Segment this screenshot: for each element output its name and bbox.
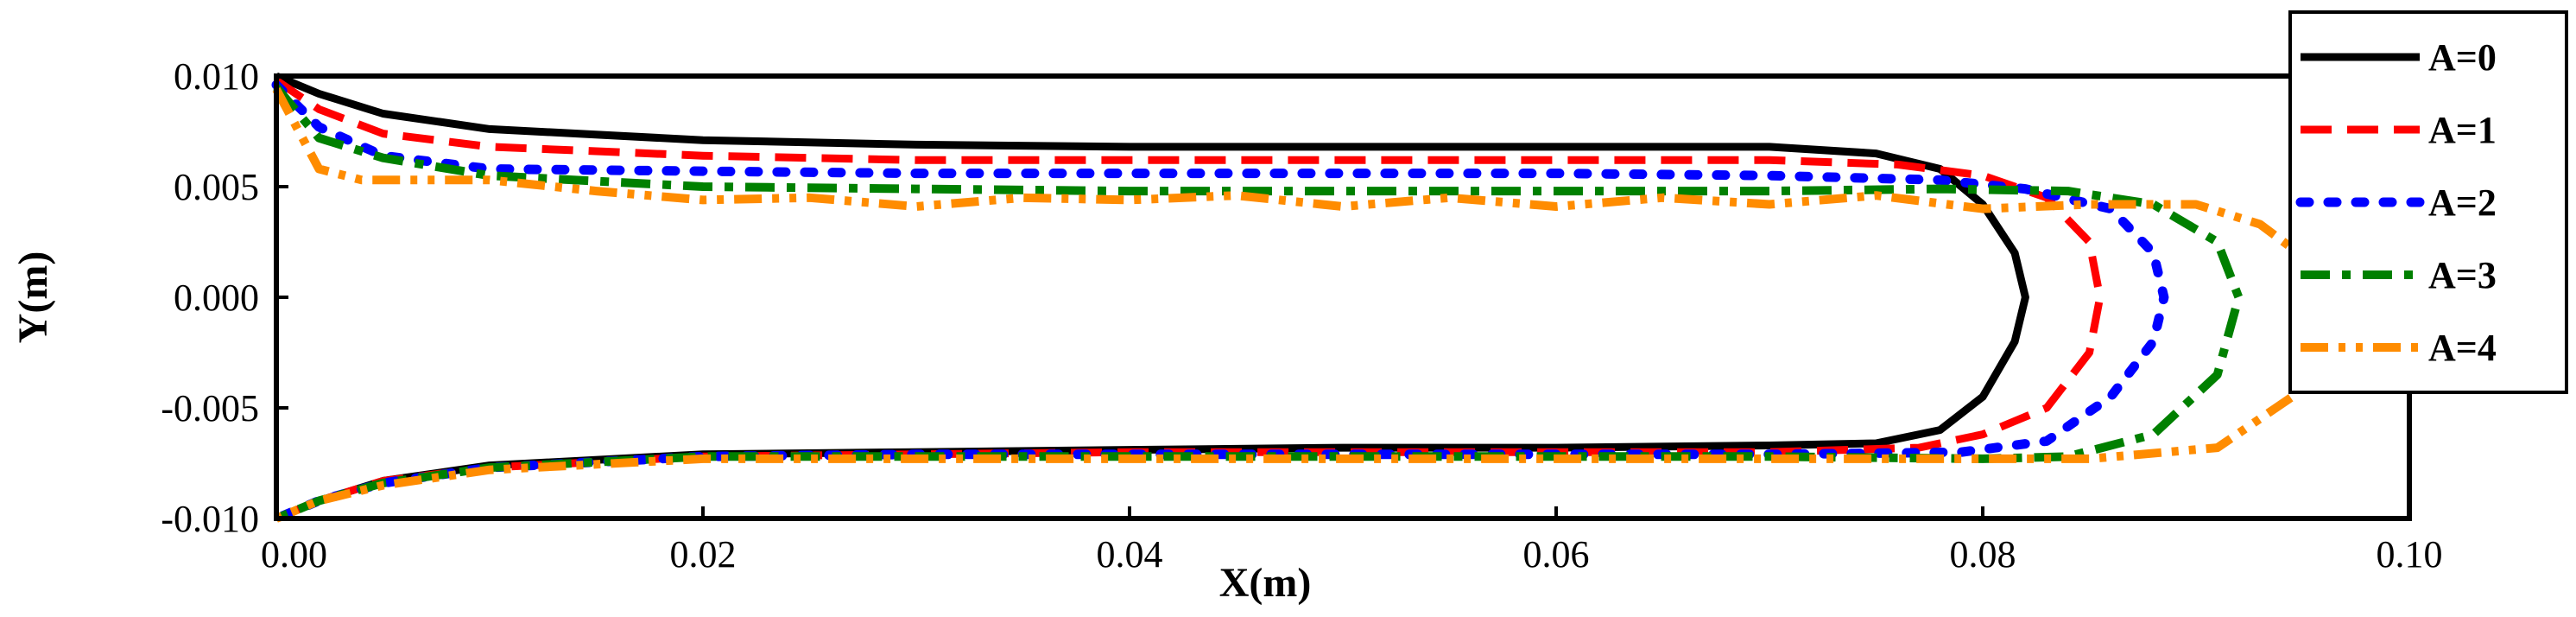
y-tick-label: -0.005: [161, 387, 259, 429]
legend-label-2: A=2: [2428, 181, 2497, 224]
y-tick-label: 0.000: [174, 277, 259, 319]
series-line-2: [271, 80, 2169, 524]
x-axis-title: X(m): [1219, 560, 1312, 606]
legend-label-1: A=1: [2428, 109, 2497, 151]
legend-label-3: A=3: [2428, 254, 2497, 296]
y-tick-label: 0.010: [174, 55, 259, 98]
y-tick-label: 0.005: [174, 166, 259, 208]
legend-label-4: A=4: [2428, 327, 2497, 369]
series-line-4: [272, 87, 2329, 523]
x-tick-label: 0.00: [261, 533, 327, 576]
x-tick-label: 0.04: [1097, 533, 1163, 576]
plot-frame: [274, 73, 2412, 521]
series-line-0: [275, 72, 2029, 523]
legend: A=0 A=1 A=2 A=3 A=4: [2288, 10, 2568, 394]
y-axis: 0.010 0.005 0.000 -0.005 -0.010: [161, 55, 288, 540]
y-tick-label: -0.010: [161, 498, 259, 540]
x-tick-label: 0.06: [1523, 533, 1590, 576]
x-tick-label: 0.10: [2377, 533, 2443, 576]
x-tick-label: 0.08: [1950, 533, 2016, 576]
series-layer: [271, 72, 2329, 524]
y-axis-title: Y(m): [10, 251, 56, 344]
legend-label-0: A=0: [2428, 36, 2497, 79]
x-tick-label: 0.02: [670, 533, 737, 576]
x-axis: 0.00 0.02 0.04 0.06 0.08 0.10: [261, 506, 2443, 576]
